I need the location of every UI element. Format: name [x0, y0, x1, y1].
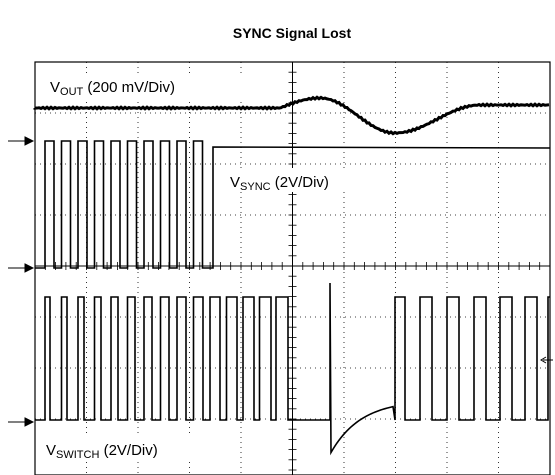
label-bg — [44, 74, 244, 98]
marker-arrow — [8, 263, 35, 273]
waveforms — [33, 95, 551, 456]
vswitch-trace — [35, 282, 550, 456]
graticule — [34, 61, 551, 475]
trace-label: VSYNC (2V/Div) — [230, 174, 329, 193]
vout-trace — [33, 95, 550, 136]
markers — [8, 136, 553, 427]
trace-label: VSWITCH (2V/Div) — [46, 442, 158, 461]
trigger-arrow — [540, 356, 553, 364]
trace-label: VOUT (200 mV/Div) — [50, 79, 175, 98]
marker-arrow — [8, 417, 35, 427]
vsync-trace — [35, 140, 551, 269]
label-bg — [226, 168, 376, 192]
title: SYNC Signal Lost — [233, 25, 352, 41]
label-bg — [42, 436, 222, 462]
marker-arrow — [8, 136, 35, 146]
